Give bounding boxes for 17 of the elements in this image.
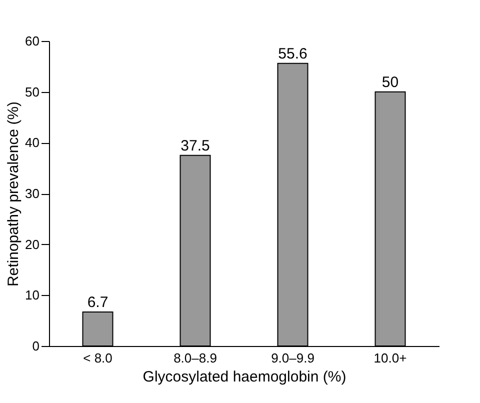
- y-tick-label: 30: [25, 186, 40, 201]
- x-tick-label: 10.0+: [374, 350, 407, 366]
- data-label: 6.7: [87, 294, 108, 311]
- x-tick-label: 8.0–8.9: [174, 350, 217, 366]
- data-label: 55.6: [278, 45, 308, 62]
- y-tick-label: 20: [25, 236, 40, 252]
- y-tick-label: 40: [25, 135, 40, 150]
- x-tick-label: 9.0–9.9: [271, 350, 314, 366]
- x-axis-title: Glycosylated haemoglobin (%): [142, 368, 346, 386]
- y-tick-label: 10: [25, 288, 40, 303]
- x-tick-label: < 8.0: [83, 350, 112, 366]
- y-tick-label: 60: [25, 34, 40, 48]
- data-label: 37.5: [180, 137, 210, 154]
- y-tick-label: 50: [25, 84, 40, 100]
- y-axis-title: Retinopathy prevalence (%): [5, 101, 22, 287]
- data-label: 50: [382, 74, 399, 91]
- y-tick-label: 0: [32, 338, 40, 354]
